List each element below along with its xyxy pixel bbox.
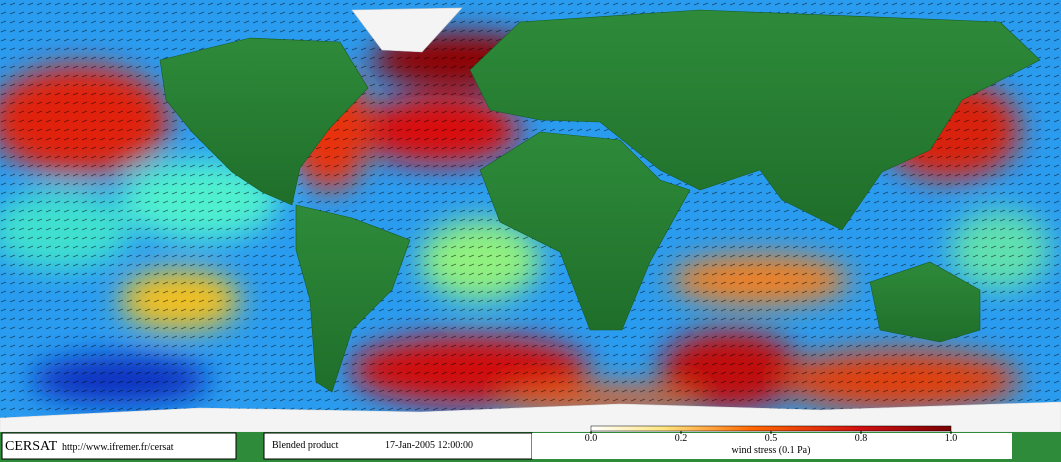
colorbar xyxy=(590,425,952,432)
colorbar-tick-label: 0.5 xyxy=(765,433,778,444)
eurasia xyxy=(469,9,1041,231)
continents xyxy=(0,7,1061,433)
colorbar-ticks: 0.0 0.2 0.5 0.8 1.0 xyxy=(585,431,958,444)
greenland xyxy=(351,7,463,53)
colorbar-tick-label: 1.0 xyxy=(945,433,958,444)
colorbar-tick-label: 0.2 xyxy=(675,433,688,444)
north-america xyxy=(159,37,369,206)
date: 17-Jan-2005 12:00:00 xyxy=(385,440,473,451)
south-america xyxy=(295,204,411,393)
footer: CERSAT http://www.ifremer.fr/cersat Blen… xyxy=(0,425,1061,462)
australia xyxy=(869,261,981,343)
product: Blended product xyxy=(272,440,339,451)
colorbar-tick-label: 0.0 xyxy=(585,433,598,444)
logo-box xyxy=(1,432,237,460)
colorbar-label: wind stress (0.1 Pa) xyxy=(732,445,811,456)
product-box xyxy=(263,432,533,460)
colorbar-box xyxy=(532,433,1012,459)
colorbar-tick-label: 0.8 xyxy=(855,433,868,444)
url: http://www.ifremer.fr/cersat xyxy=(62,442,174,453)
africa xyxy=(479,131,691,331)
logo: CERSAT xyxy=(5,439,58,454)
